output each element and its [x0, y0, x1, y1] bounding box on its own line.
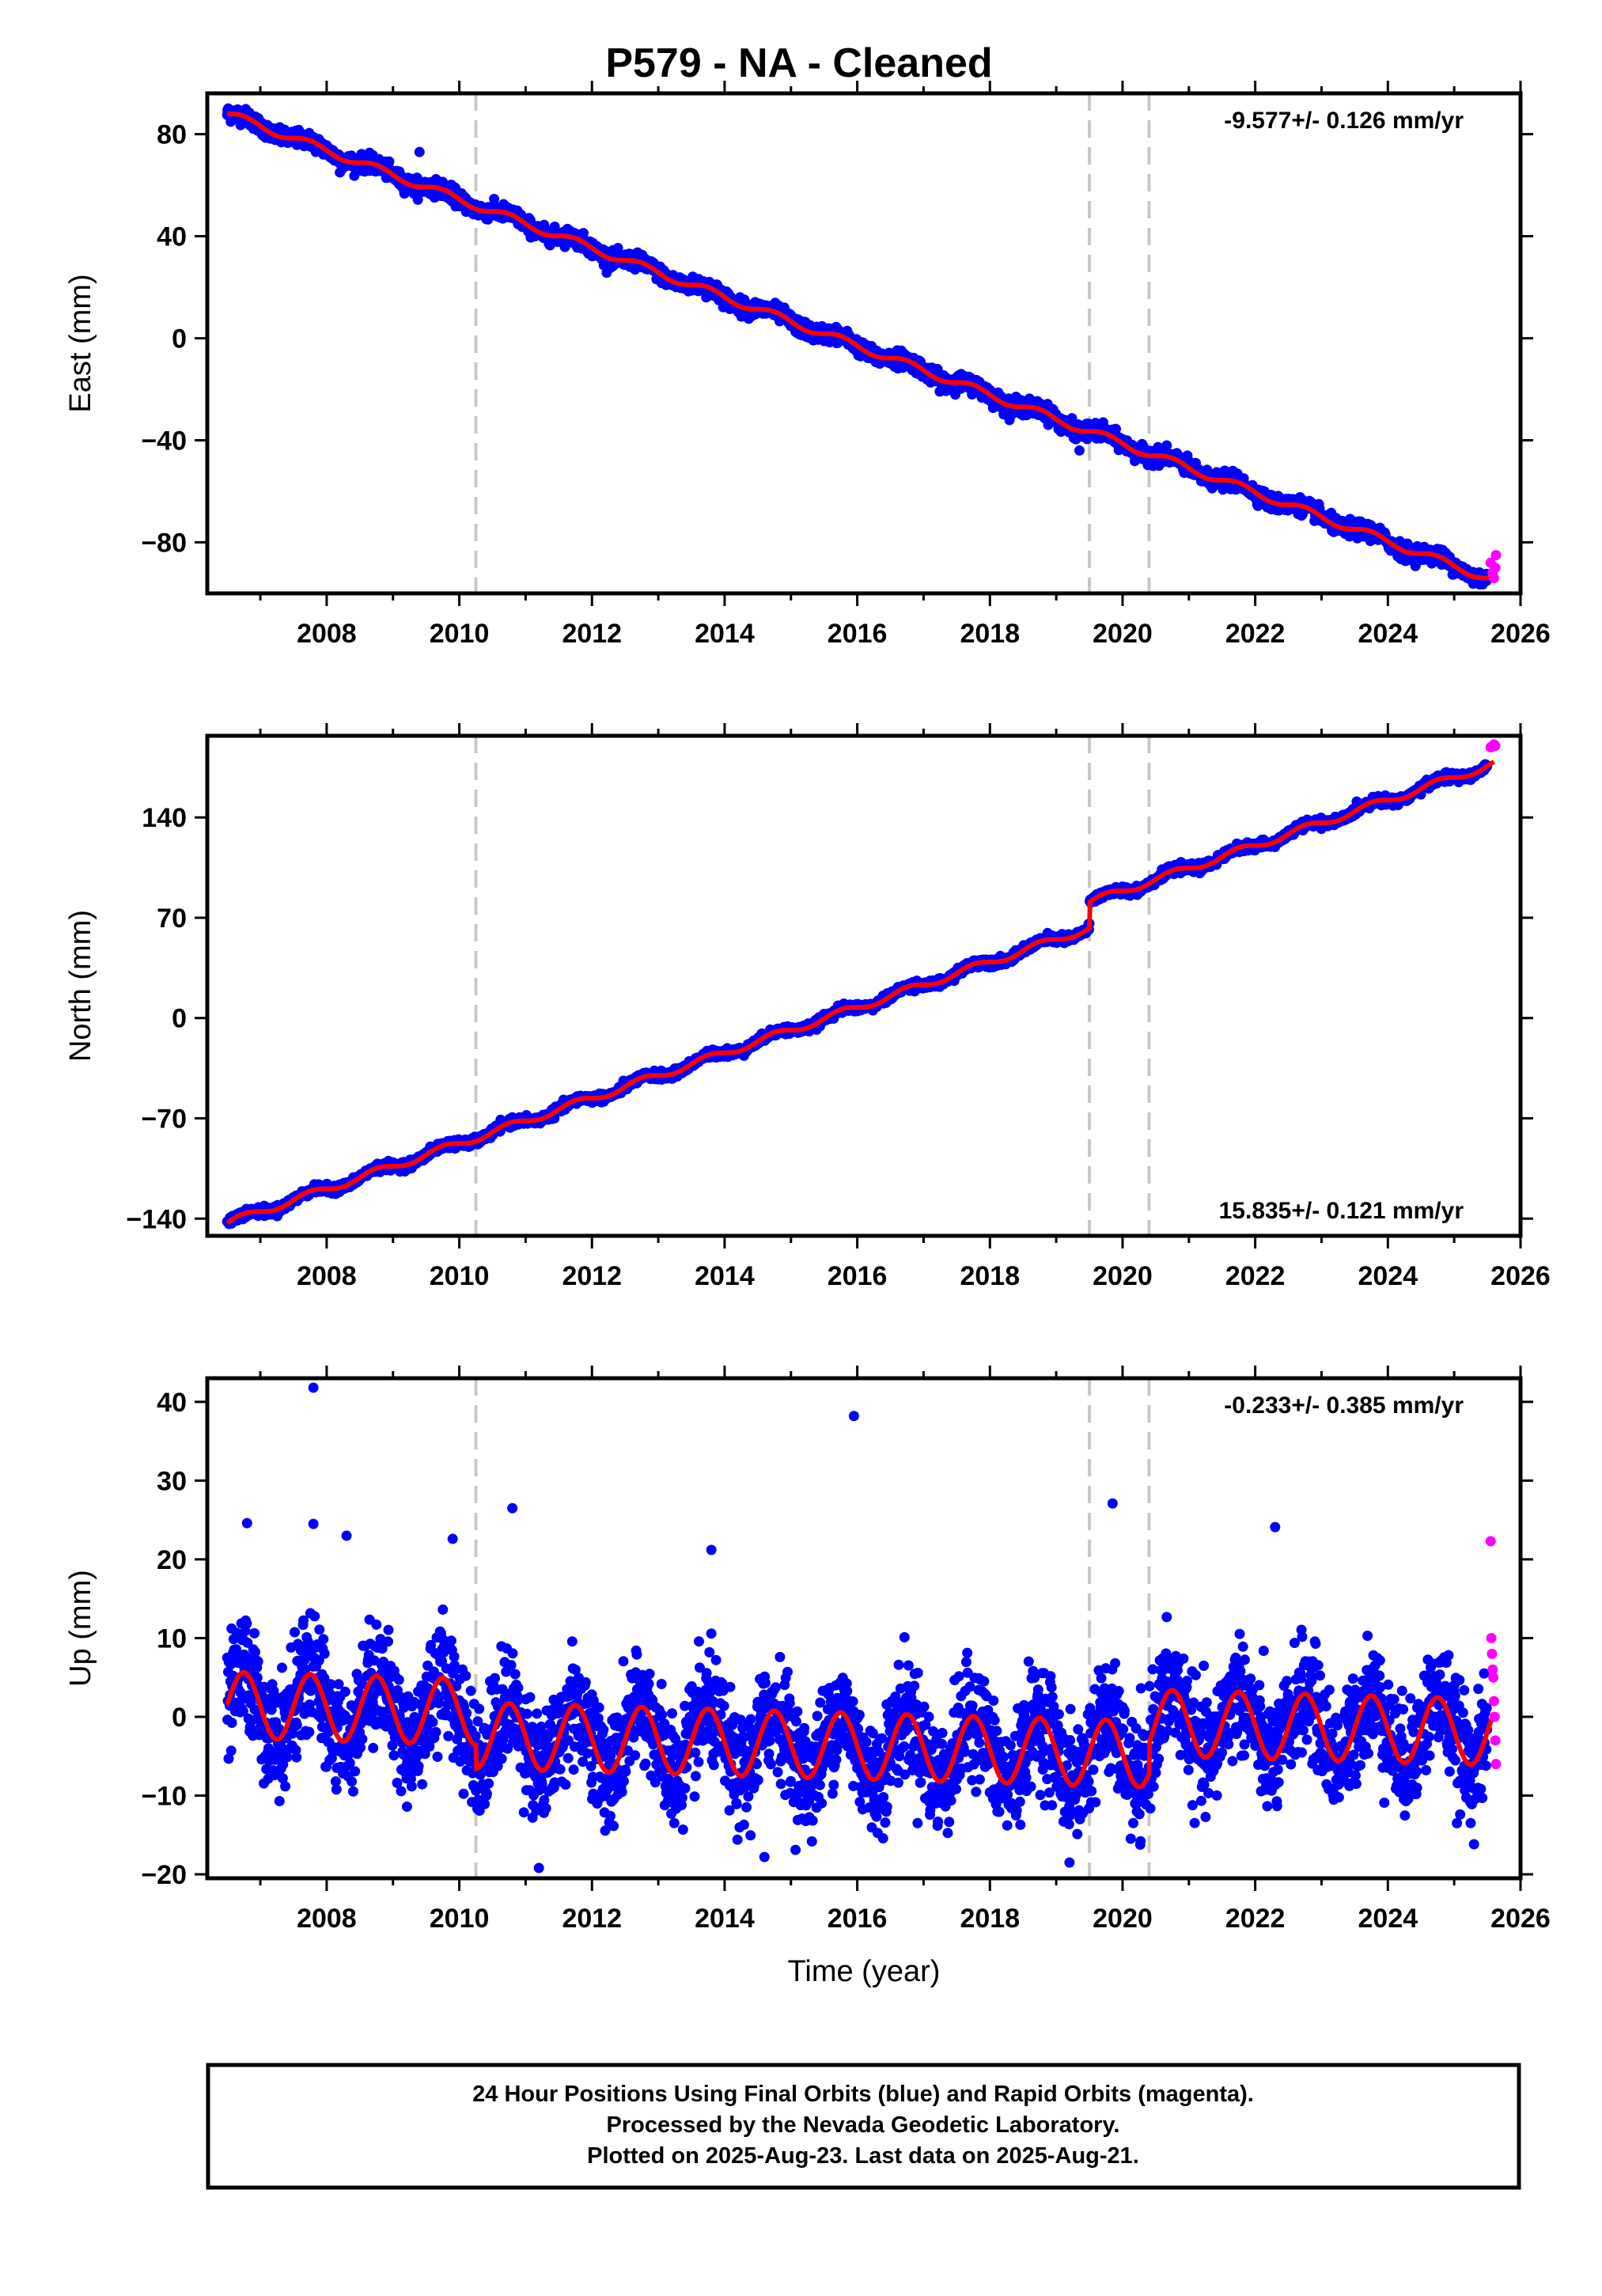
x-tick-label: 2014	[695, 619, 755, 649]
figure-title: P579 - NA - Cleaned	[605, 40, 992, 86]
y-tick-label: −40	[141, 426, 187, 457]
x-tick-label: 2024	[1358, 619, 1418, 649]
x-tick-label: 2018	[960, 619, 1020, 649]
velocity-label: -9.577+/- 0.126 mm/yr	[1224, 108, 1464, 134]
final-orbit-points	[222, 759, 1493, 1229]
outlier-point	[1074, 445, 1085, 456]
east-panel: 2008 2010 2012 2014 2016 2018 2020 2022 2024 2026…	[64, 81, 1551, 649]
rapid-point	[1488, 573, 1499, 584]
y-axis-label: East (mm)	[64, 274, 97, 412]
y-tick-label: 80	[157, 120, 187, 150]
data-point	[489, 194, 500, 204]
x-tick-label: 2008	[297, 619, 357, 649]
x-tick-label: 2010	[430, 619, 490, 649]
x-tick-label: 2022	[1225, 619, 1286, 649]
x-tick-label: 2016	[828, 619, 888, 649]
x-tick-label: 2020	[1093, 619, 1153, 649]
north-panel: 2008 2010 2012 2014 2016 2018 2020 2022 2024 2026…	[64, 723, 1551, 1291]
rapid-point	[1490, 550, 1502, 561]
data-point	[384, 156, 395, 167]
x-tick-label: 2012	[562, 619, 622, 649]
y-tick-label: 40	[157, 222, 187, 252]
outlier-point	[335, 167, 346, 178]
x-tick-label: 2026	[1490, 619, 1551, 649]
outlier-point	[414, 146, 425, 157]
rapid-point	[1490, 563, 1501, 574]
y-tick-label: 0	[172, 324, 187, 354]
y-tick-label: −80	[141, 529, 187, 559]
